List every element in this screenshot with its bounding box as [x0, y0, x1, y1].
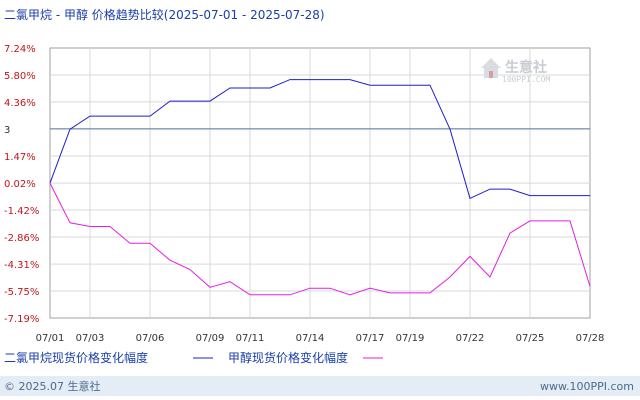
x-tick-label: 07/03 — [76, 333, 105, 344]
footer-site-link[interactable]: www.100PPI.com — [540, 380, 634, 393]
x-tick-label: 07/11 — [236, 333, 265, 344]
grid-layer — [50, 48, 590, 318]
x-tick-label: 07/19 — [396, 333, 425, 344]
y-tick-label: -2.86% — [4, 233, 39, 244]
y-tick-label: 0.02% — [4, 179, 36, 190]
y-tick-label: 4.36% — [4, 98, 36, 109]
y-tick-label: -4.31% — [4, 260, 39, 271]
legend-item-2-label: 甲醇现货价格变化幅度 — [228, 350, 348, 365]
y-tick-label: -5.75% — [4, 287, 39, 298]
watermark-url: 100PPI.COM — [502, 75, 550, 84]
y-tick-label: 1.47% — [4, 152, 36, 163]
x-tick-label: 07/25 — [516, 333, 545, 344]
footer-copyright: © 2025.07 生意社 — [4, 379, 100, 393]
watermark-logo: 生意社 100PPI.COM — [481, 58, 550, 84]
x-tick-label: 07/28 — [576, 333, 605, 344]
house-icon — [481, 58, 501, 78]
x-tick-label: 07/22 — [456, 333, 485, 344]
x-tick-label: 07/14 — [296, 333, 325, 344]
y-tick-label: -7.19% — [4, 314, 39, 325]
x-tick-label: 07/01 — [36, 333, 65, 344]
legend-item-1-label: 二氯甲烷现货价格变化幅度 — [4, 350, 148, 365]
x-tick-label: 07/17 — [356, 333, 385, 344]
y-tick-label: 7.24% — [4, 44, 36, 55]
y-axis: 7.24% 5.80% 4.36% 3 1.47% 0.02% -1.42% -2.86% -4… — [4, 44, 39, 325]
watermark-name: 生意社 — [505, 59, 547, 76]
x-tick-label: 07/06 — [136, 333, 165, 344]
series-line-2 — [49, 182, 591, 296]
footer-bar — [0, 376, 640, 396]
y-tick-label: -1.42% — [4, 206, 39, 217]
series-line-1 — [49, 79, 590, 200]
legend: 二氯甲烷现货价格变化幅度 甲醇现货价格变化幅度 — [4, 350, 383, 365]
x-axis: 07/01 07/03 07/06 07/09 07/11 07/14 07/17 07/19… — [36, 333, 605, 344]
y-tick-label: 5.80% — [4, 71, 36, 82]
x-tick-label: 07/09 — [196, 333, 225, 344]
y-tick-label: 3 — [4, 125, 10, 136]
chart-title: 二氯甲烷 - 甲醇 价格趋势比较(2025-07-01 - 2025-07-28… — [4, 7, 325, 22]
series-layer — [49, 79, 591, 296]
